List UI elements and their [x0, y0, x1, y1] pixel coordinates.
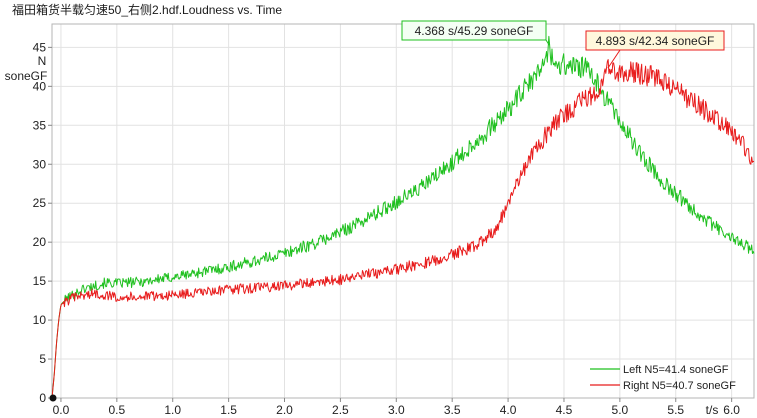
- x-tick-label: 1.5: [220, 403, 237, 417]
- origin-cursor-dot[interactable]: [49, 394, 57, 402]
- y-tick-label: 30: [33, 157, 47, 171]
- annotation-left-text: 4.368 s/45.29 soneGF: [415, 24, 534, 38]
- y-tick-label: 20: [33, 235, 47, 249]
- y-axis-label-line2: soneGF: [5, 69, 48, 83]
- x-tick-label: 0.0: [53, 403, 70, 417]
- y-tick-label: 45: [33, 40, 47, 54]
- annotation-left-box: [401, 20, 547, 41]
- x-axis-ticks: 0.0 0.5 1.0 1.5 2.0 2.5 3.0 3.5 4.0 4.5 5.0 5.5 6.0: [53, 398, 740, 417]
- series-line: [51, 35, 755, 399]
- x-tick-label: 3.0: [388, 403, 405, 417]
- y-axis-label-line1: N: [38, 54, 47, 68]
- y-tick-label: 40: [33, 79, 47, 93]
- x-tick-label: 5.0: [612, 403, 629, 417]
- x-tick-label: 6.0: [723, 403, 740, 417]
- x-tick-label: 4.0: [500, 403, 517, 417]
- annotation-left-leader: [545, 39, 550, 46]
- legend-label-left: Left N5=41.4 soneGF: [623, 364, 729, 376]
- series-line: [51, 59, 755, 399]
- y-axis-ticks: 0 5 10 15 20 25 30 35 40 45: [33, 40, 52, 405]
- y-tick-label: 15: [33, 274, 47, 288]
- annotation-right-box: [585, 30, 725, 51]
- annotation-right-text: 4.893 s/42.34 soneGF: [596, 34, 715, 48]
- annotations: 4.368 s/45.29 soneGF 4.893 s/42.34 soneG…: [401, 20, 725, 69]
- x-tick-label: 4.5: [556, 403, 573, 417]
- x-axis-label: t/s: [706, 403, 719, 417]
- y-tick-label: 0: [39, 391, 46, 405]
- x-tick-label: 1.0: [164, 403, 181, 417]
- y-tick-label: 10: [33, 313, 47, 327]
- x-tick-label: 3.5: [444, 403, 461, 417]
- y-tick-label: 35: [33, 118, 47, 132]
- legend-label-right: Right N5=40.7 soneGF: [623, 380, 736, 392]
- grid: [52, 24, 754, 399]
- x-tick-label: 5.5: [667, 403, 684, 417]
- x-tick-label: 0.5: [108, 403, 125, 417]
- legend: Left N5=41.4 soneGF Right N5=40.7 soneGF: [590, 364, 736, 392]
- y-tick-label: 25: [33, 196, 47, 210]
- chart-title: 福田箱货半载匀速50_右侧2.hdf.Loudness vs. Time: [12, 2, 282, 17]
- y-tick-label: 5: [39, 352, 46, 366]
- series-lines: [51, 35, 755, 399]
- annotation-right-leader: [607, 49, 621, 69]
- x-tick-label: 2.5: [332, 403, 349, 417]
- x-tick-label: 2.0: [276, 403, 293, 417]
